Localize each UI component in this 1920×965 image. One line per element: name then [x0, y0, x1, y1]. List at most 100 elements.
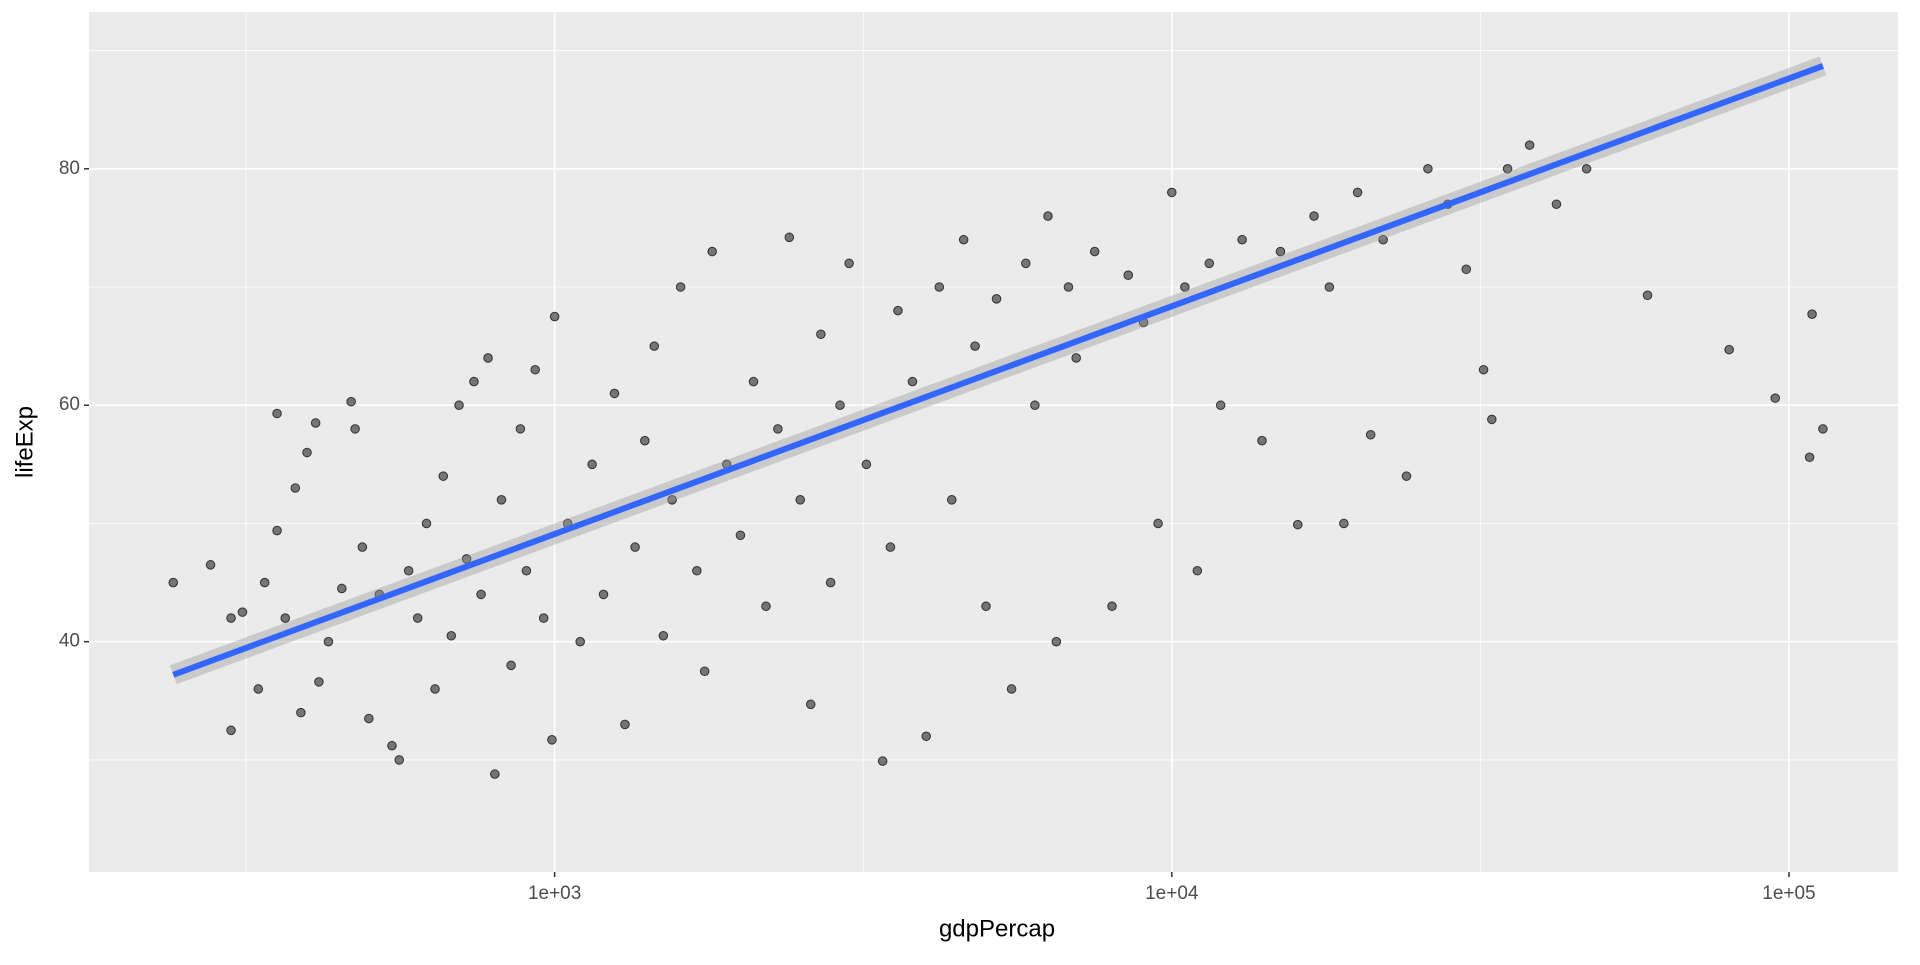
point: [1180, 282, 1190, 292]
point: [1401, 471, 1412, 481]
point: [707, 246, 717, 257]
point: [205, 560, 216, 570]
panel: [89, 12, 1898, 872]
point: [921, 731, 932, 742]
point: [844, 258, 854, 269]
point: [1461, 264, 1472, 275]
point: [253, 684, 264, 694]
point: [609, 388, 620, 399]
point: [538, 613, 549, 623]
point: [1524, 140, 1535, 150]
point: [364, 713, 374, 724]
point: [1043, 211, 1053, 221]
point: [430, 684, 440, 694]
point: [1487, 414, 1497, 425]
point: [337, 583, 347, 594]
y-tick-label: 80: [59, 158, 80, 179]
point: [1352, 187, 1363, 198]
point: [394, 755, 405, 765]
point: [438, 471, 449, 481]
point: [735, 530, 746, 541]
point: [816, 329, 826, 340]
point: [290, 483, 301, 493]
point: [476, 589, 486, 600]
point: [1089, 246, 1100, 257]
point: [640, 435, 650, 446]
point: [490, 769, 500, 779]
point: [630, 542, 640, 552]
point: [323, 636, 334, 647]
point: [259, 577, 270, 588]
point: [387, 740, 397, 751]
point: [946, 495, 957, 505]
point: [784, 232, 795, 243]
point: [1339, 518, 1349, 529]
point: [885, 542, 896, 552]
point: [280, 613, 291, 623]
point: [1478, 364, 1489, 375]
point: [272, 408, 282, 419]
point: [877, 756, 888, 766]
y-tick-label: 40: [59, 631, 80, 652]
point: [675, 282, 686, 292]
point: [991, 294, 1002, 304]
point: [226, 725, 236, 736]
point: [1215, 400, 1226, 411]
point: [1581, 163, 1592, 174]
point: [237, 607, 248, 617]
point: [412, 613, 423, 623]
point: [403, 565, 414, 576]
point: [314, 677, 324, 687]
y-axis-title: lifeExp: [11, 406, 38, 478]
point: [1063, 282, 1074, 292]
point: [773, 424, 783, 434]
point: [296, 707, 306, 718]
point: [1237, 234, 1247, 245]
point: [970, 341, 980, 351]
point: [310, 418, 321, 428]
x-tick-label: 1e+03: [528, 883, 581, 904]
point: [825, 577, 836, 588]
point: [346, 396, 356, 407]
point: [1107, 601, 1117, 612]
point: [1257, 435, 1267, 446]
point: [1071, 353, 1082, 363]
point: [446, 630, 457, 641]
point: [861, 459, 872, 470]
point: [483, 353, 493, 363]
point: [893, 305, 903, 316]
point: [907, 376, 918, 387]
point: [549, 311, 560, 322]
point: [805, 699, 816, 710]
point: [795, 495, 806, 505]
point: [981, 601, 991, 612]
point: [1378, 234, 1388, 245]
point: [1818, 424, 1828, 434]
point: [1423, 163, 1433, 174]
point: [496, 495, 507, 505]
point: [421, 518, 432, 529]
point: [667, 495, 677, 505]
point: [1309, 211, 1319, 221]
x-tick-label: 1e+04: [1145, 883, 1199, 904]
point: [506, 660, 516, 671]
point: [1642, 290, 1653, 301]
point: [1006, 684, 1017, 694]
x-axis-title: gdpPercap: [939, 915, 1055, 942]
point: [547, 735, 557, 745]
point: [1204, 258, 1215, 269]
point: [658, 630, 669, 641]
point: [1167, 187, 1177, 198]
point: [699, 666, 710, 677]
point: [1324, 282, 1335, 292]
point: [934, 282, 945, 292]
point: [530, 364, 540, 375]
point: [761, 601, 771, 612]
point: [1804, 452, 1815, 463]
point: [620, 719, 630, 730]
point: [1153, 518, 1163, 529]
point: [1365, 429, 1376, 440]
point: [469, 376, 479, 387]
